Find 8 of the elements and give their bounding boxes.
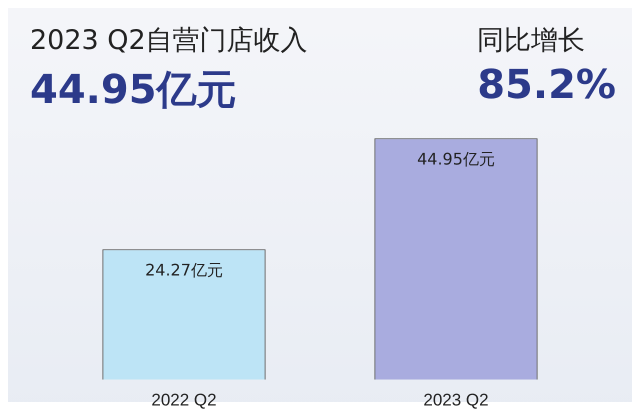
x-tick-label: 2023 Q2 xyxy=(423,390,489,410)
data-label: 44.95亿元 xyxy=(417,149,495,168)
text: 同比增长 xyxy=(477,24,586,58)
text: 85.2% xyxy=(477,62,616,108)
chart-subtitle: 44.95亿元 xyxy=(30,66,238,115)
data-label: 24.27亿元 xyxy=(145,260,223,280)
chart-title: 2023 Q2自营门店收入 xyxy=(30,24,308,58)
x-tick-label: 2022 Q2 xyxy=(151,390,217,410)
